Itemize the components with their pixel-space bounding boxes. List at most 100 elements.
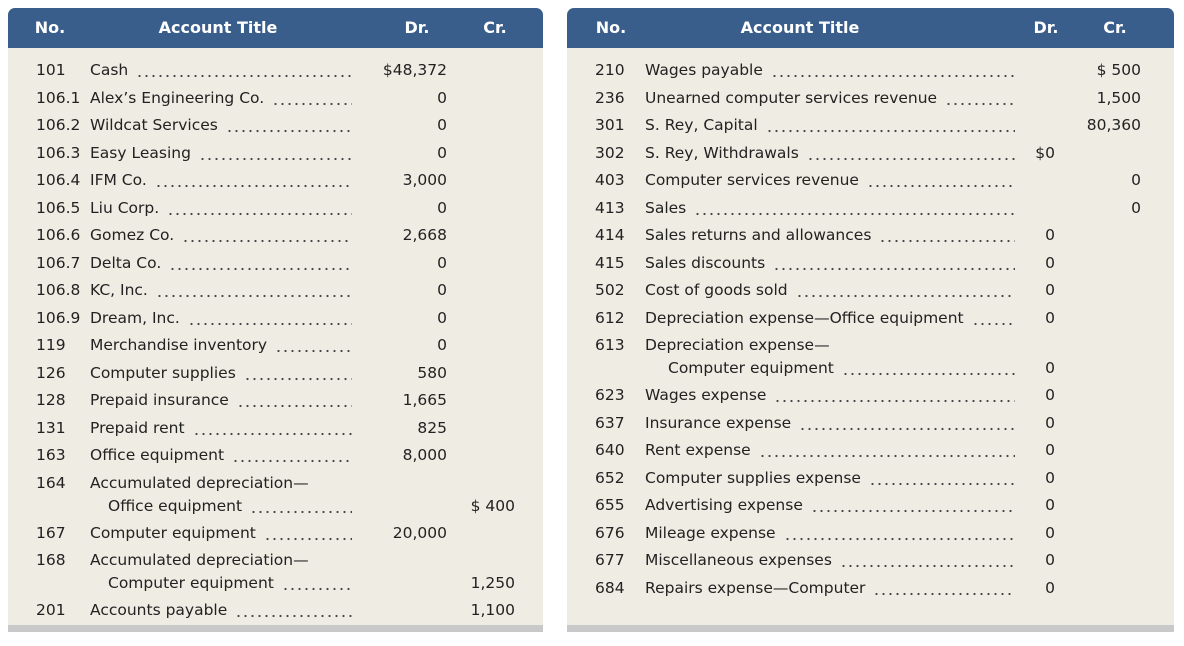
account-no: 637 xyxy=(595,413,625,432)
debit: 2,668 xyxy=(402,226,447,244)
header-no: No. xyxy=(34,18,66,37)
panel: No. Account Title Dr. Cr. 101 Cash $48,372 106.… xyxy=(8,8,543,632)
debit: 0 xyxy=(437,88,447,107)
account-title: Accumulated depreciation— xyxy=(90,473,309,492)
debit: 580 xyxy=(417,363,447,382)
account-no: 236 xyxy=(595,88,625,107)
dot-leader xyxy=(866,170,1015,190)
account-title: Insurance expense xyxy=(645,413,792,432)
header-dr: Dr. xyxy=(404,18,430,37)
account-no: 119 xyxy=(36,336,66,354)
title-line: Dream, Inc. xyxy=(90,307,352,328)
dot-leader xyxy=(799,412,1015,433)
footer-bar xyxy=(8,625,543,632)
dot-leader xyxy=(773,252,1015,273)
account-title: Repairs expense—Computer xyxy=(645,578,866,597)
dot-leader xyxy=(187,307,352,328)
dot-leader xyxy=(841,358,1015,378)
header-bar xyxy=(8,8,543,48)
account-title: Unearned computer services revenue xyxy=(645,88,938,107)
dot-leader xyxy=(765,115,1015,135)
title-line: Mileage expense xyxy=(645,522,1015,543)
title-line: Miscellaneous expenses xyxy=(645,550,1015,570)
account-title: Mileage expense xyxy=(645,523,776,542)
debit: 0 xyxy=(437,143,447,162)
debit: 20,000 xyxy=(392,523,447,542)
dot-leader xyxy=(783,522,1015,543)
title-line: Wages payable xyxy=(645,60,1015,80)
account-title: Delta Co. xyxy=(90,253,162,272)
account-title: Depreciation expense— xyxy=(645,336,830,354)
header-title: Account Title xyxy=(158,18,278,37)
title-line: Prepaid insurance xyxy=(90,390,352,410)
dot-leader xyxy=(236,390,352,410)
account-title: S. Rey, Withdrawals xyxy=(645,143,799,162)
header-cr: Cr. xyxy=(483,18,507,37)
title-line: Depreciation expense—Office equipment xyxy=(645,307,1015,328)
account-no: 106.2 xyxy=(36,116,81,134)
debit: $0 xyxy=(1035,143,1055,162)
account-title: Computer equipment xyxy=(668,359,834,377)
account-no: 164 xyxy=(36,473,66,492)
account-no: 106.1 xyxy=(36,88,81,107)
account-title: Computer equipment xyxy=(108,574,274,592)
account-no: 126 xyxy=(36,363,66,382)
debit: 3,000 xyxy=(402,171,447,189)
header-dr: Dr. xyxy=(1033,18,1059,37)
title-line: KC, Inc. xyxy=(90,280,352,300)
title-line: Computer equipment xyxy=(90,522,352,543)
account-title: Merchandise inventory xyxy=(90,336,268,354)
dot-leader xyxy=(235,600,352,620)
dot-leader xyxy=(971,307,1015,328)
debit: 1,665 xyxy=(402,391,447,409)
footer-bar xyxy=(567,625,1174,632)
account-title: Advertising expense xyxy=(645,496,803,514)
dot-leader xyxy=(795,280,1015,300)
title-line: Office equipment xyxy=(90,445,352,465)
debit: 0 xyxy=(1045,523,1055,542)
title-line: Merchandise inventory xyxy=(90,335,352,355)
account-no: 167 xyxy=(36,523,66,542)
account-no: 131 xyxy=(36,418,66,437)
dot-leader xyxy=(839,550,1015,570)
title-line: Computer supplies expense xyxy=(645,467,1015,488)
account-title: Office equipment xyxy=(108,496,243,515)
account-title: Accumulated depreciation— xyxy=(90,551,309,569)
account-title: KC, Inc. xyxy=(90,281,148,299)
account-no: 502 xyxy=(595,281,625,299)
account-title: Wildcat Services xyxy=(90,116,218,134)
header-no: No. xyxy=(595,18,627,37)
account-no: 106.4 xyxy=(36,171,81,189)
dot-leader xyxy=(136,60,352,80)
account-no: 168 xyxy=(36,551,66,569)
dot-leader xyxy=(868,467,1015,488)
title-line: Computer equipment xyxy=(108,573,352,593)
title-line: Liu Corp. xyxy=(90,197,352,218)
account-no: 655 xyxy=(595,496,625,514)
dot-leader xyxy=(275,335,352,355)
account-no: 101 xyxy=(36,61,66,79)
account-no: 163 xyxy=(36,446,66,464)
credit: 0 xyxy=(1131,171,1141,189)
account-no: 414 xyxy=(595,226,625,244)
debit: 0 xyxy=(1045,359,1055,377)
debit: 0 xyxy=(437,336,447,354)
account-title: Sales returns and allowances xyxy=(645,226,872,244)
title-line: IFM Co. xyxy=(90,170,352,190)
account-no: 676 xyxy=(595,523,625,542)
dot-leader xyxy=(281,573,352,593)
credit: 0 xyxy=(1131,198,1141,217)
account-title: Cash xyxy=(90,61,129,79)
account-title: Miscellaneous expenses xyxy=(645,551,832,569)
dot-leader xyxy=(198,142,352,163)
title-line: Cash xyxy=(90,60,352,80)
account-no: 106.5 xyxy=(36,198,81,217)
account-title: Cost of goods sold xyxy=(645,281,788,299)
dot-leader xyxy=(250,495,352,516)
dot-leader xyxy=(154,170,352,190)
account-no: 106.6 xyxy=(36,226,81,244)
dot-leader xyxy=(192,417,352,438)
dot-leader xyxy=(169,252,352,273)
account-title: Sales xyxy=(645,198,687,217)
